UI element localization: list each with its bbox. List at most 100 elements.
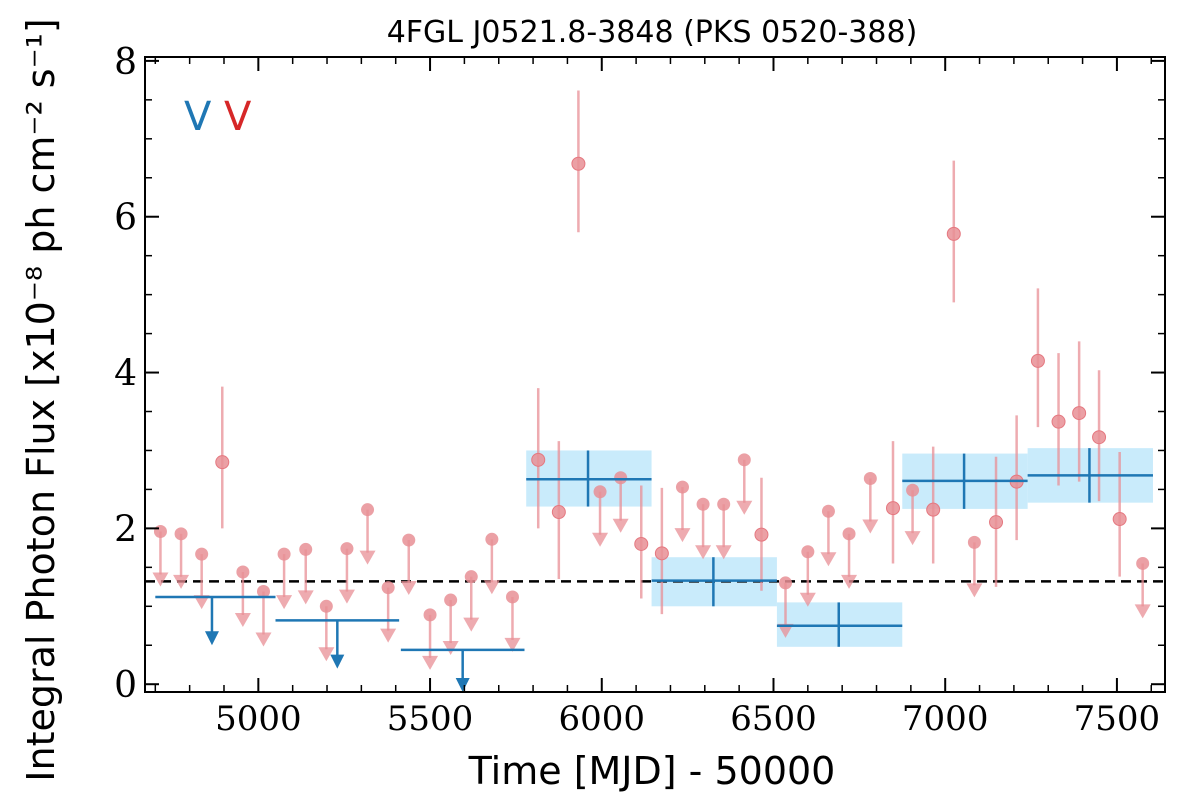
long-bin-limit-arrow (204, 631, 219, 646)
y-tick-label: 4 (114, 354, 137, 395)
upper-limit-arrow (234, 612, 251, 627)
legend-mark-short-bins: V (224, 94, 252, 140)
upper-limit-point (174, 527, 188, 541)
upper-limit-point (485, 532, 499, 546)
chart-title: 4FGL J0521.8-3848 (PKS 0520-388) (387, 15, 918, 50)
upper-limit-arrow (736, 500, 753, 515)
upper-limit-point (821, 504, 835, 518)
plot-area: 5000 5500 6000 6500 7000 7500 0 2 4 6 8 (114, 42, 1166, 739)
plot-frame (144, 56, 1166, 693)
upper-limit-point (236, 565, 250, 579)
upper-limit-point (842, 527, 856, 541)
y-tick-label: 8 (114, 42, 137, 83)
upper-limit-point (967, 535, 981, 549)
upper-limit-point (444, 593, 458, 607)
y-axis-label: Integral Photon Flux [x10⁻⁸ ph cm⁻² s⁻¹] (19, 18, 63, 781)
upper-limit-arrow (297, 590, 314, 605)
upper-limit-point (614, 471, 628, 485)
upper-limit-point (464, 570, 478, 584)
upper-limit-arrow (504, 637, 521, 652)
detection-point (551, 505, 566, 520)
upper-limit-point (779, 576, 793, 590)
upper-limit-arrow (463, 617, 480, 632)
upper-limit-arrow (777, 623, 794, 638)
long-bin-limit-arrow (330, 654, 345, 669)
detection-point (571, 156, 586, 171)
upper-limit-point (801, 545, 815, 559)
upper-limit-arrow (612, 518, 629, 533)
upper-limit-point (256, 584, 270, 598)
detection-point (1030, 353, 1045, 368)
upper-limit-point (593, 485, 607, 499)
upper-limit-arrow (318, 647, 335, 662)
detection-point (654, 546, 669, 561)
upper-limit-arrow (715, 545, 732, 560)
upper-limit-point (153, 524, 167, 538)
detection-point (989, 515, 1004, 530)
upper-limit-point (696, 497, 710, 511)
upper-limit-arrow (359, 550, 376, 565)
upper-limit-point (717, 497, 731, 511)
upper-limit-arrow (483, 580, 500, 595)
upper-limit-point (319, 599, 333, 613)
y-tick-label: 6 (114, 198, 137, 239)
upper-limit-point (675, 480, 689, 494)
detection-point (946, 226, 961, 241)
upper-limit-point (340, 542, 354, 556)
upper-limit-arrow (442, 641, 459, 656)
upper-limit-point (863, 472, 877, 486)
upper-limit-arrow (799, 592, 816, 607)
detection-point (886, 501, 900, 516)
x-tick-label: 5500 (387, 699, 474, 739)
upper-limit-point (505, 590, 519, 604)
upper-limit-arrow (255, 632, 272, 647)
detection-point (926, 502, 941, 517)
detection-point (754, 527, 769, 542)
upper-limit-point (423, 608, 437, 622)
upper-limit-point (299, 542, 313, 556)
upper-limit-point (361, 503, 375, 517)
upper-limit-point (277, 547, 291, 561)
upper-limit-arrow (338, 589, 355, 604)
x-tick-label: 7500 (1074, 699, 1161, 739)
upper-limit-arrow (695, 545, 712, 560)
upper-limit-arrow (820, 552, 837, 567)
upper-limit-arrow (380, 628, 397, 643)
y-tick-label: 0 (114, 665, 137, 706)
x-tick-label: 6500 (730, 699, 817, 739)
x-tick-label: 6000 (559, 699, 646, 739)
detection-point (215, 455, 230, 470)
upper-limit-point (1136, 556, 1150, 570)
upper-limit-arrow (193, 595, 210, 610)
upper-limit-arrow (400, 581, 417, 596)
upper-limit-point (906, 483, 920, 497)
upper-limit-arrow (674, 528, 691, 543)
detection-point (1092, 430, 1107, 445)
upper-limit-arrow (862, 519, 879, 534)
upper-limit-point (402, 533, 416, 547)
x-axis-label: Time [MJD] - 50000 (468, 749, 836, 793)
x-tick-label: 5000 (215, 699, 302, 739)
upper-limit-arrow (152, 572, 169, 587)
upper-limit-point (381, 581, 395, 595)
detection-point (634, 536, 649, 551)
upper-limit-arrow (592, 532, 609, 547)
upper-limit-point (195, 547, 209, 561)
upper-limit-arrow (841, 574, 858, 589)
detection-point (1051, 414, 1066, 429)
upper-limit-arrow (1134, 604, 1151, 619)
legend-mark-long-bins: V (184, 94, 212, 140)
long-bin-limit-arrow (455, 678, 470, 692)
detection-point (1112, 512, 1127, 527)
upper-limit-arrow (422, 655, 439, 670)
upper-limit-arrow (276, 595, 293, 610)
detection-point (1072, 406, 1087, 421)
detection-point (531, 452, 546, 467)
upper-limit-arrow (966, 583, 983, 598)
upper-limit-arrow (173, 574, 190, 589)
upper-limit-arrow (904, 531, 921, 546)
upper-limit-point (737, 453, 751, 467)
y-tick-label: 2 (114, 509, 137, 550)
x-tick-label: 7000 (902, 699, 989, 739)
